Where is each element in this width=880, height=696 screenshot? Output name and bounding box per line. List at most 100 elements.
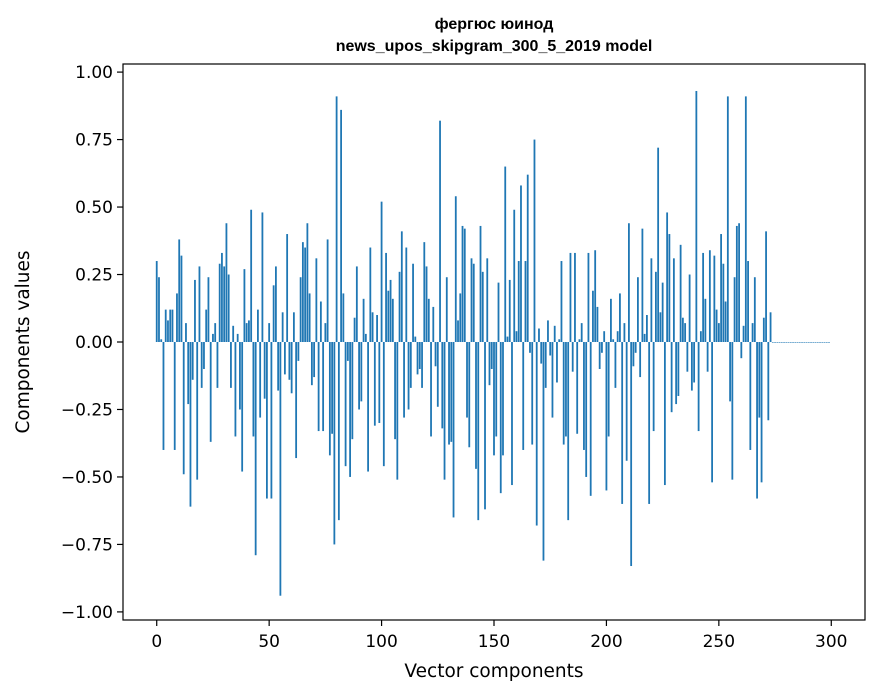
bar-277 [778,342,781,343]
bar-206 [619,293,621,342]
bar-295 [819,342,821,343]
bar-30 [223,266,226,342]
bar-29 [221,252,223,342]
bar-141 [472,263,475,342]
bar-179 [558,339,561,342]
bar-240 [695,90,698,343]
bar-223 [657,147,660,342]
bar-229 [670,342,673,413]
bar-153 [499,342,502,494]
bar-106 [394,342,396,440]
bar-107 [396,342,399,480]
bar-248 [713,255,716,342]
bar-211 [630,342,633,567]
bar-275 [774,342,776,343]
bar-44 [254,342,257,556]
bar-193 [589,342,592,496]
bar-65 [301,242,304,342]
bar-114 [412,263,414,342]
bar-221 [652,342,655,432]
bar-209 [625,342,628,461]
bar-38 [241,342,244,472]
plot-frame [122,63,866,621]
bar-132 [452,342,455,518]
bar-260 [740,342,743,359]
bar-285 [796,342,799,343]
bar-52 [272,285,275,342]
bar-272 [767,342,770,421]
bar-239 [693,342,696,383]
bar-172 [542,342,545,561]
bar-249 [715,309,718,342]
bar-170 [538,328,540,342]
bar-147 [486,258,489,342]
bar-232 [677,342,680,396]
bar-200 [605,342,608,491]
bar-80 [335,96,338,342]
y-tick-label--1: −1.00 [61,603,113,623]
bar-261 [742,325,745,342]
bar-282 [789,342,792,343]
bar-112 [407,342,410,410]
bar-39 [243,269,246,342]
bar-35 [234,342,237,437]
bar-160 [515,331,518,342]
bar-21 [203,342,205,369]
bar-113 [409,342,412,388]
bar-183 [567,342,570,521]
bar-60 [290,342,293,394]
x-tick-label-200: 200 [590,632,622,652]
bar-108 [398,271,401,342]
bar-46 [259,342,262,418]
bar-123 [432,306,435,342]
bar-98 [376,315,378,342]
bar-97 [373,342,376,426]
bar-75 [324,323,327,342]
bar-195 [594,250,597,342]
bar-87 [351,342,354,440]
bar-17 [194,279,196,342]
bar-129 [445,277,448,342]
bar-242 [699,331,702,342]
bar-291 [810,342,812,343]
bar-182 [565,342,567,437]
bar-199 [603,331,606,342]
bar-67 [306,223,309,342]
bar-61 [292,312,295,342]
bar-24 [209,342,212,442]
bar-94 [367,342,369,472]
bar-290 [807,342,810,343]
bar-131 [450,342,453,442]
bar-145 [481,271,484,342]
bar-116 [416,342,419,375]
bar-219 [648,342,651,504]
bar-231 [675,342,678,405]
bar-143 [477,342,480,521]
bar-150 [493,342,495,456]
bar-297 [823,342,826,343]
bar-95 [369,247,372,342]
bar-99 [378,342,381,423]
bar-34 [232,325,235,342]
bar-62 [295,342,298,459]
bar-16 [191,342,194,380]
bar-40 [245,323,248,342]
bar-278 [780,342,783,343]
bar-224 [659,312,662,342]
bar-281 [787,342,790,343]
bar-194 [592,290,594,342]
bar-164 [524,261,527,342]
bar-257 [733,277,736,342]
y-tick-label-0.5: 0.50 [75,198,113,218]
bar-171 [540,342,543,364]
bar-56 [281,312,284,342]
bar-162 [520,185,522,342]
bar-255 [729,342,731,402]
bar-93 [364,333,367,342]
bar-69 [310,342,313,386]
bar-48 [263,342,266,399]
bar-91 [360,342,363,402]
bar-220 [650,258,653,342]
bar-180 [560,261,563,342]
